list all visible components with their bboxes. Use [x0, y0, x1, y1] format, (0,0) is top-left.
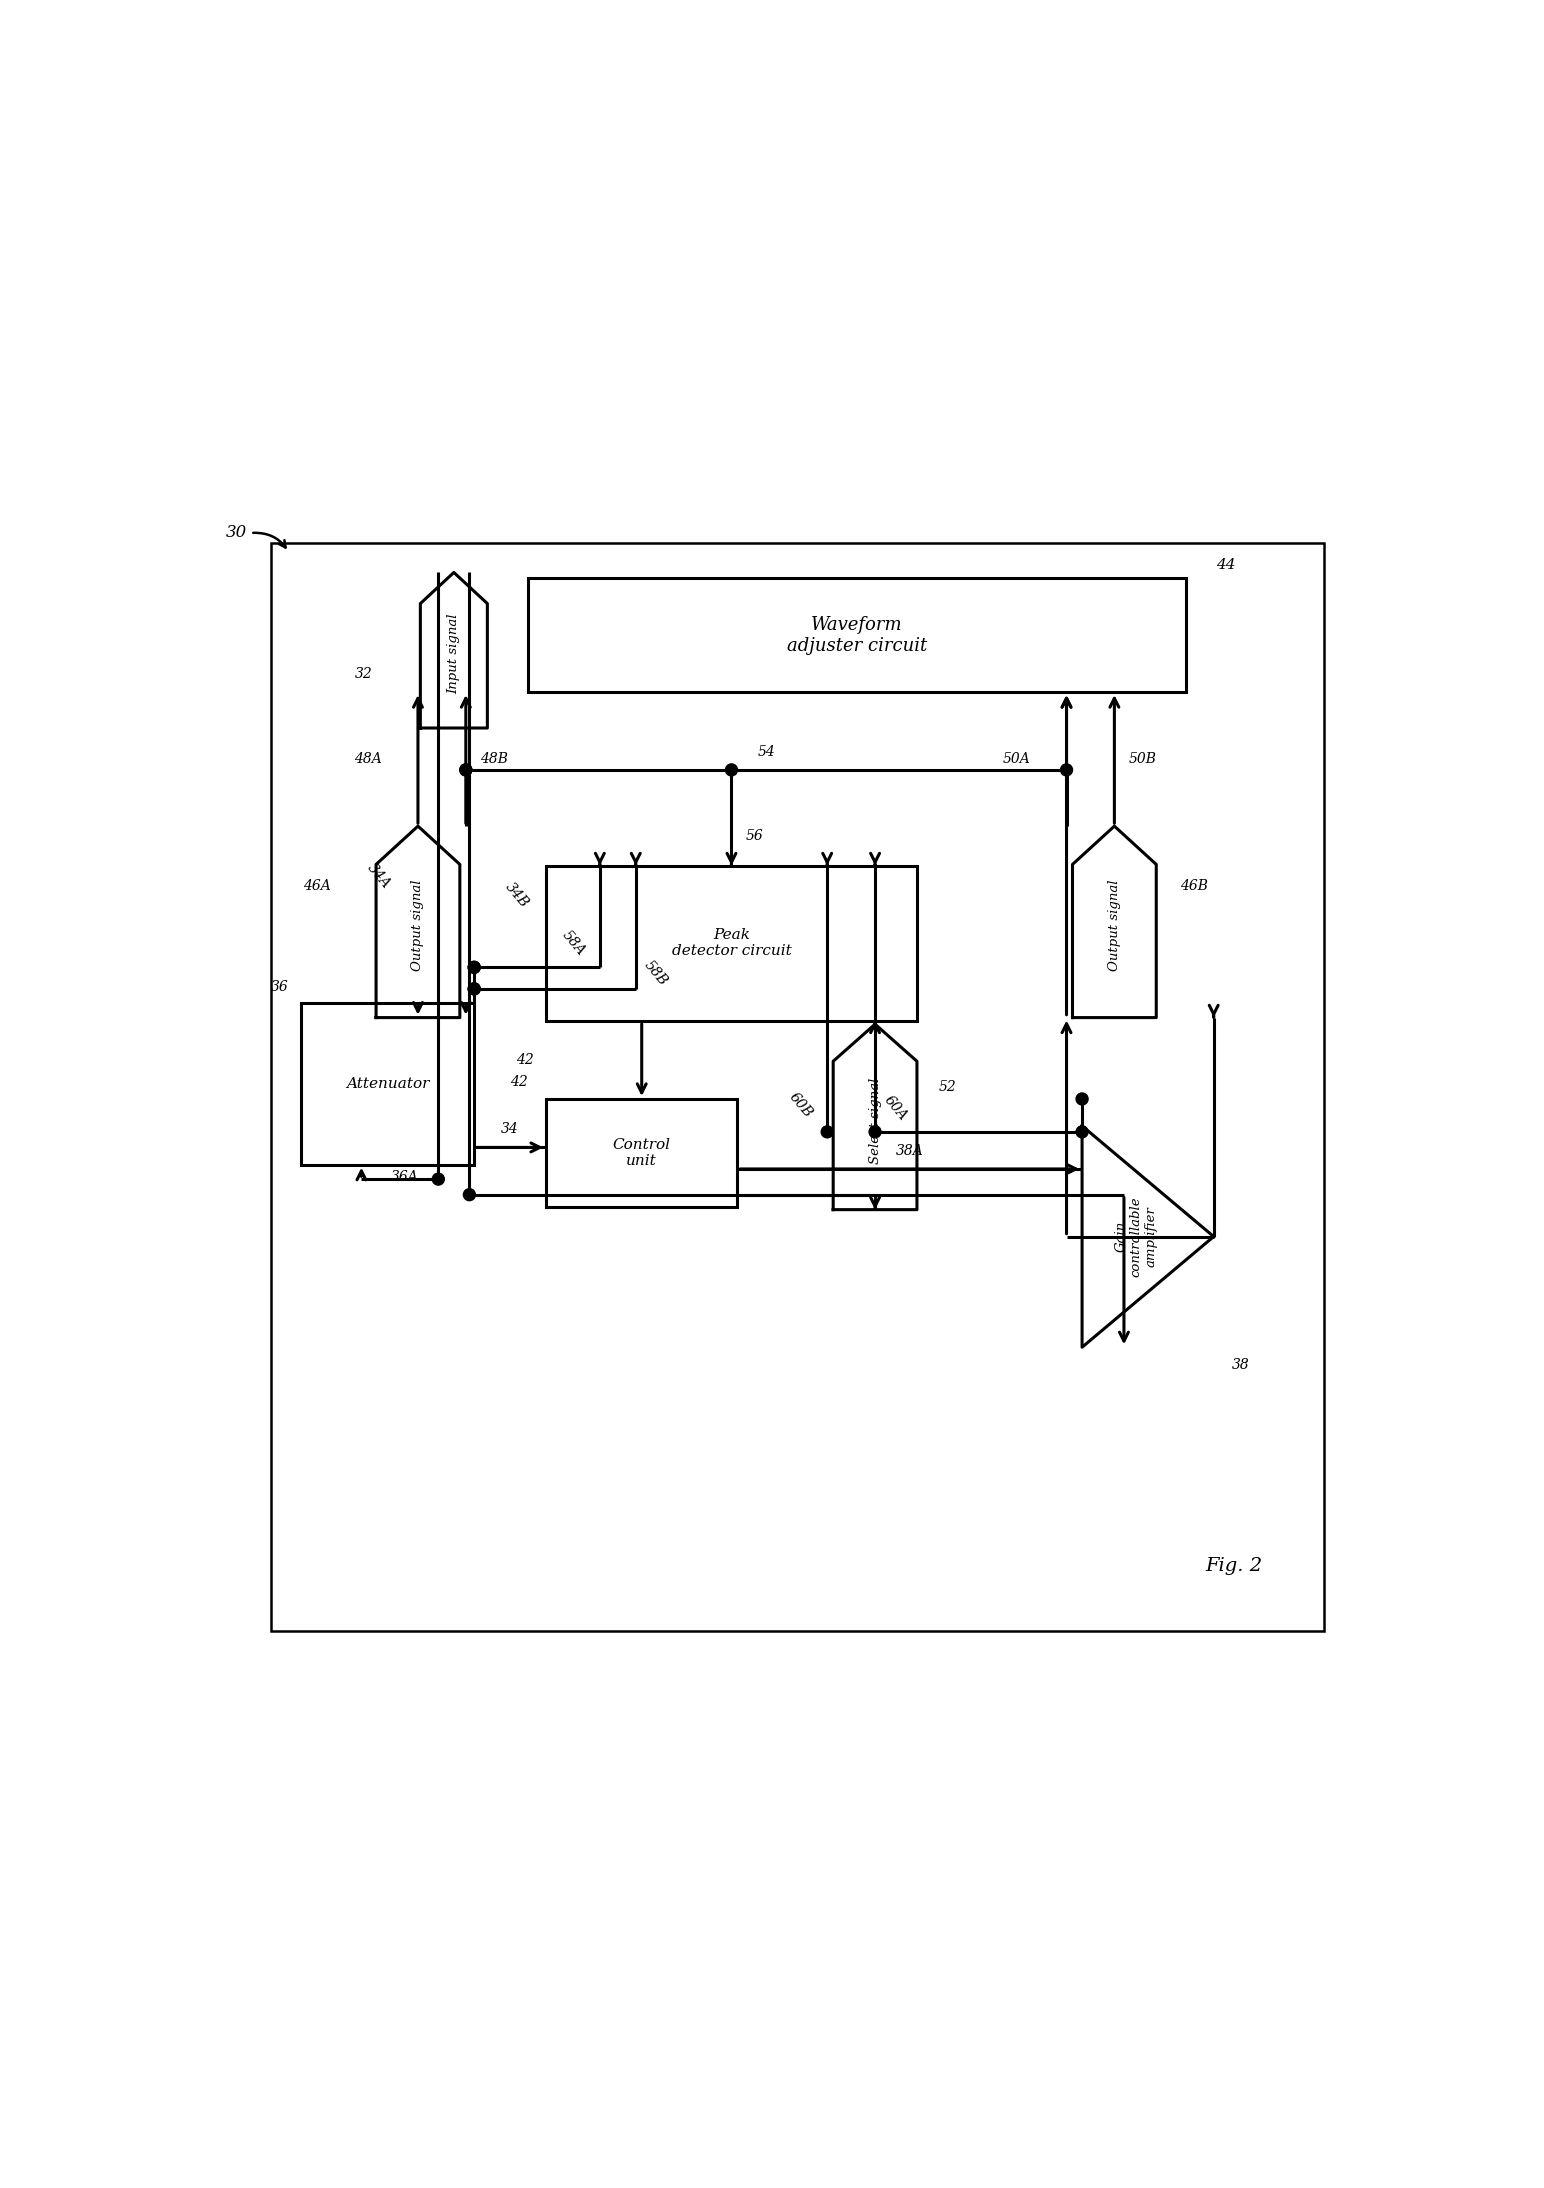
Text: 38: 38 [1232, 1359, 1249, 1372]
Text: 54: 54 [757, 744, 775, 759]
Text: Output signal: Output signal [411, 880, 425, 971]
Bar [547, 866, 917, 1022]
Text: 46B: 46B [1180, 880, 1209, 893]
Text: Fig. 2: Fig. 2 [1206, 1556, 1263, 1575]
Circle shape [432, 1173, 445, 1186]
Circle shape [821, 1127, 834, 1138]
Text: 34: 34 [502, 1122, 519, 1136]
Text: Peak
detector circuit: Peak detector circuit [672, 928, 792, 958]
Text: 60A: 60A [882, 1092, 909, 1122]
Text: Waveform
adjuster circuit: Waveform adjuster circuit [787, 615, 928, 654]
Circle shape [726, 764, 738, 777]
Circle shape [468, 961, 480, 974]
Text: 34B: 34B [503, 880, 531, 910]
Text: 36: 36 [272, 980, 289, 993]
Text: Output signal: Output signal [1109, 880, 1121, 971]
Text: 42: 42 [511, 1074, 528, 1090]
Text: 30: 30 [225, 525, 247, 540]
Text: 58A: 58A [559, 928, 588, 958]
Circle shape [460, 764, 472, 777]
Text: 42: 42 [516, 1052, 534, 1068]
Circle shape [1061, 764, 1073, 777]
Text: 34A: 34A [364, 860, 392, 891]
Text: Gain
controllable
amplifier: Gain controllable amplifier [1115, 1197, 1158, 1278]
Bar [301, 1004, 474, 1164]
Text: Attenuator: Attenuator [346, 1076, 429, 1092]
Text: 52: 52 [939, 1081, 956, 1094]
Circle shape [468, 982, 480, 996]
Text: 44: 44 [1217, 558, 1235, 573]
Text: Control
unit: Control unit [613, 1138, 670, 1168]
Circle shape [460, 764, 472, 777]
Circle shape [1076, 1127, 1089, 1138]
Text: 56: 56 [746, 829, 764, 842]
Text: 32: 32 [355, 667, 372, 680]
Bar [547, 1098, 738, 1206]
Circle shape [468, 961, 480, 974]
Text: 58B: 58B [642, 958, 670, 989]
Text: 48A: 48A [354, 753, 381, 766]
Text: 50B: 50B [1129, 753, 1156, 766]
Circle shape [468, 982, 480, 996]
Text: 38A: 38A [896, 1144, 923, 1157]
Text: 50A: 50A [1004, 753, 1031, 766]
Text: 60B: 60B [786, 1090, 815, 1120]
Circle shape [1076, 1094, 1089, 1105]
Text: Input signal: Input signal [448, 613, 460, 694]
Text: 48B: 48B [480, 753, 508, 766]
Text: 36A: 36A [391, 1171, 418, 1184]
Circle shape [869, 1127, 882, 1138]
Bar [270, 543, 1323, 1632]
Text: 46A: 46A [303, 880, 330, 893]
Text: Select signal: Select signal [869, 1076, 882, 1164]
Circle shape [463, 1188, 476, 1201]
Bar [528, 578, 1186, 691]
